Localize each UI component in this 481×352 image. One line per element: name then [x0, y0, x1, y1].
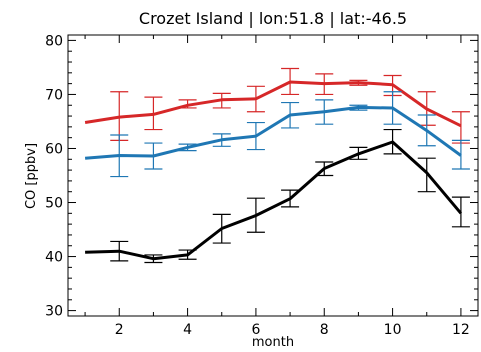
y-tick-label: 40 — [45, 250, 63, 266]
chart-title: Crozet Island | lon:51.8 | lat:-46.5 — [139, 9, 407, 28]
y-tick-label: 80 — [45, 33, 63, 49]
x-tick-label: 4 — [183, 322, 192, 338]
series-line — [85, 140, 463, 261]
x-axis-label: month — [252, 335, 294, 350]
x-tick-label: 10 — [384, 322, 402, 338]
series-2 — [85, 128, 470, 264]
x-tick-label: 2 — [115, 322, 124, 338]
y-tick-label: 30 — [45, 304, 63, 320]
series-1 — [84, 91, 470, 178]
axes: 2 4 6 8 10 12 30 40 50 60 70 80 — [45, 33, 478, 338]
y-axis-label: CO [ppbv] — [24, 143, 39, 209]
y-tick-label: 60 — [45, 141, 63, 157]
plot-elements — [84, 67, 470, 264]
plot-frame — [67, 34, 479, 317]
series-line — [84, 105, 462, 160]
series-0 — [84, 67, 470, 144]
x-tick-label: 6 — [251, 322, 260, 338]
x-tick-label: 8 — [320, 322, 329, 338]
y-tick-label: 50 — [45, 196, 63, 212]
y-tick-label: 70 — [45, 87, 63, 103]
x-tick-label: 12 — [452, 322, 470, 338]
series-line — [84, 80, 462, 128]
